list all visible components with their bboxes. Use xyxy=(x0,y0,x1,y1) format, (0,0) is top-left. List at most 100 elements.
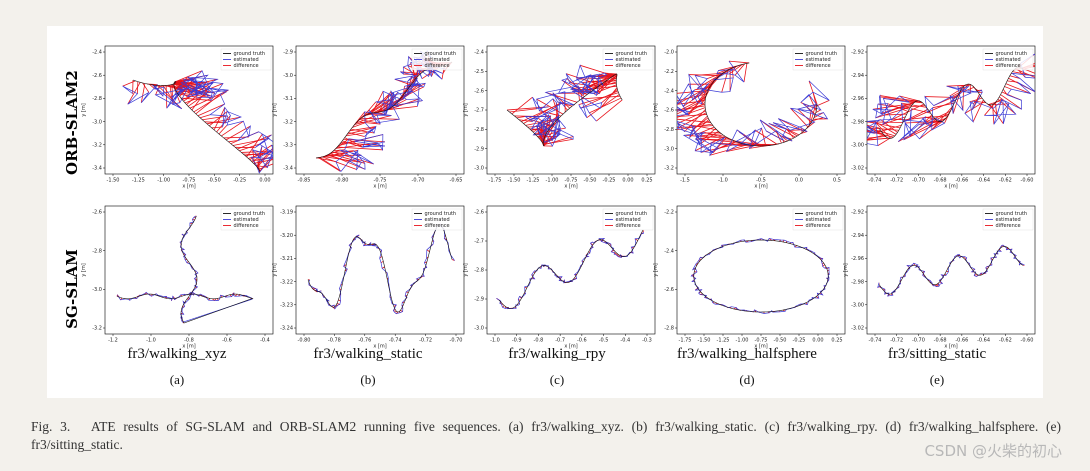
legend-label: ground truth xyxy=(616,51,648,57)
difference-segment xyxy=(183,81,213,102)
legend-label: difference xyxy=(996,63,1021,69)
y-tick-label: -2.6 xyxy=(474,88,484,94)
difference-segment xyxy=(877,138,890,146)
x-axis-label: x [m] xyxy=(754,184,767,190)
x-tick-label: -1.5 xyxy=(680,178,690,184)
y-tick-label: -3.21 xyxy=(280,256,293,262)
y-tick-label: -3.0 xyxy=(664,146,674,152)
difference-segment xyxy=(946,84,972,87)
x-tick-label: -0.70 xyxy=(450,338,463,344)
difference-segment xyxy=(1002,89,1008,96)
difference-segment xyxy=(689,119,710,138)
plot-svg: -2.92 -2.94 -2.96 -2.98 -3.00 -3.02 -0.74 -0.72… xyxy=(843,205,1036,350)
y-tick-label: -3.23 xyxy=(280,303,293,309)
difference-series xyxy=(307,223,455,315)
x-tick-label: -0.50 xyxy=(774,338,787,344)
difference-segment xyxy=(596,75,618,96)
subfigure-letter-e: (e) xyxy=(929,372,945,387)
difference-segment xyxy=(699,130,719,145)
legend-label: estimated xyxy=(425,217,450,223)
legend-label: difference xyxy=(425,223,450,229)
estimated-series xyxy=(122,70,273,174)
x-tick-label: -1.25 xyxy=(527,178,540,184)
difference-series xyxy=(677,60,830,156)
difference-segment xyxy=(926,113,950,125)
plot-svg: -2.92 -2.94 -2.96 -2.98 -3.00 -3.02 -0.74 -0.72… xyxy=(843,45,1036,190)
x-tick-label: -1.00 xyxy=(157,178,170,184)
subfigure-letter-a: (a) xyxy=(169,372,185,387)
difference-segment xyxy=(899,95,921,102)
plot-svg: -2.0 -2.2 -2.4 -2.6 -2.8 -3.0 -3.2 -1.5 -1.0 -0.5… xyxy=(653,45,846,190)
y-tick-label: -3.1 xyxy=(283,96,293,102)
x-tick-label: -0.65 xyxy=(450,178,463,184)
difference-segment xyxy=(994,102,998,116)
subfigure-letter-b: (b) xyxy=(360,372,376,387)
difference-segment xyxy=(122,80,136,87)
x-tick-label: -0.62 xyxy=(999,178,1012,184)
difference-segment xyxy=(816,99,830,107)
x-tick-label: -0.75 xyxy=(374,178,387,184)
y-axis-label: y [m] xyxy=(843,103,849,116)
difference-segment xyxy=(543,124,555,141)
y-tick-label: -3.00 xyxy=(851,303,864,309)
difference-segment xyxy=(509,108,537,113)
plot-orb-1: -2.9 -3.0 -3.1 -3.2 -3.3 -3.4 -0.85 -0.80 -0.75 -… xyxy=(272,45,465,192)
x-tick-label: -1.00 xyxy=(546,178,559,184)
difference-segment xyxy=(812,92,818,108)
y-tick-label: -2.8 xyxy=(474,268,484,274)
x-tick-label: -0.9 xyxy=(512,338,522,344)
ground-truth-series xyxy=(307,224,453,313)
x-tick-label: -0.66 xyxy=(955,338,968,344)
difference-segment xyxy=(699,134,724,140)
x-tick-label: -0.64 xyxy=(977,178,990,184)
plot-orb-4: -2.92 -2.94 -2.96 -2.98 -3.00 -3.02 -0.74 -0.72… xyxy=(843,45,1036,192)
y-tick-label: -2.9 xyxy=(474,146,484,152)
x-tick-label: 0.00 xyxy=(622,178,633,184)
y-tick-label: -3.20 xyxy=(280,233,293,239)
figure-caption: Fig. 3. ATE results of SG-SLAM and ORB-S… xyxy=(31,419,1061,452)
plot-svg: -2.2 -2.4 -2.6 -2.8 -1.75 -1.50 -1.25 -1.00 -0.7… xyxy=(653,205,846,350)
difference-segment xyxy=(879,96,918,102)
difference-segment xyxy=(812,117,824,122)
difference-segment xyxy=(1005,83,1031,95)
estimated-series xyxy=(877,244,1025,297)
x-tick-label: -1.0 xyxy=(146,338,156,344)
difference-segment xyxy=(589,97,622,114)
difference-segment xyxy=(579,64,614,77)
y-tick-label: -3.2 xyxy=(92,143,102,149)
x-tick-label: 0.0 xyxy=(795,178,803,184)
difference-segment xyxy=(867,121,901,129)
estimated-series xyxy=(117,215,253,323)
difference-segment xyxy=(964,101,985,114)
y-axis-label: y [m] xyxy=(81,263,87,276)
difference-segment xyxy=(368,93,390,115)
difference-segment xyxy=(127,82,141,105)
x-axis-label: x [m] xyxy=(944,184,957,190)
x-tick-label: -0.8 xyxy=(184,338,194,344)
difference-segment xyxy=(761,128,767,146)
difference-segment xyxy=(601,88,618,103)
legend-label: estimated xyxy=(806,217,831,223)
y-axis-label: y [m] xyxy=(843,263,849,276)
difference-segment xyxy=(186,92,201,105)
difference-segment xyxy=(786,128,794,139)
ground-truth-series xyxy=(506,73,623,147)
watermark: CSDN @火柴的初心 xyxy=(924,442,1062,460)
legend-label: ground truth xyxy=(425,51,457,57)
y-axis-label: y [m] xyxy=(653,103,659,116)
difference-segment xyxy=(195,93,221,115)
difference-segment xyxy=(992,104,995,125)
difference-segment xyxy=(677,110,706,124)
x-tick-label: -0.50 xyxy=(208,178,221,184)
difference-segment xyxy=(337,146,383,151)
difference-segment xyxy=(174,70,203,83)
axes-frame xyxy=(866,205,1036,335)
difference-segment xyxy=(734,63,746,76)
difference-segment xyxy=(536,98,564,115)
legend-label: difference xyxy=(234,63,259,69)
y-tick-label: -2.8 xyxy=(474,127,484,133)
legend-label: difference xyxy=(996,223,1021,229)
estimated-series xyxy=(496,231,644,310)
